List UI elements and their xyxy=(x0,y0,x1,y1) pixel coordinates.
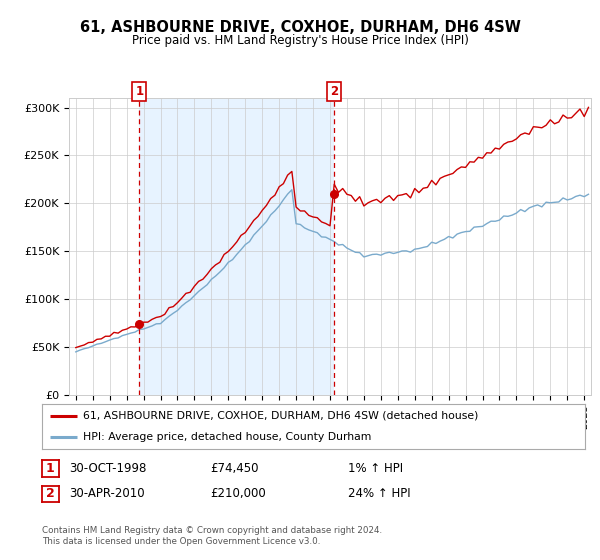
Text: 1% ↑ HPI: 1% ↑ HPI xyxy=(348,462,403,475)
Text: 24% ↑ HPI: 24% ↑ HPI xyxy=(348,487,410,501)
Text: 61, ASHBOURNE DRIVE, COXHOE, DURHAM, DH6 4SW (detached house): 61, ASHBOURNE DRIVE, COXHOE, DURHAM, DH6… xyxy=(83,411,478,421)
Text: 1: 1 xyxy=(46,462,55,475)
Text: 2: 2 xyxy=(330,85,338,98)
Text: £74,450: £74,450 xyxy=(210,462,259,475)
Text: 1: 1 xyxy=(135,85,143,98)
Text: £210,000: £210,000 xyxy=(210,487,266,501)
Text: 30-APR-2010: 30-APR-2010 xyxy=(69,487,145,501)
Text: 30-OCT-1998: 30-OCT-1998 xyxy=(69,462,146,475)
Text: HPI: Average price, detached house, County Durham: HPI: Average price, detached house, Coun… xyxy=(83,432,371,442)
Text: 61, ASHBOURNE DRIVE, COXHOE, DURHAM, DH6 4SW: 61, ASHBOURNE DRIVE, COXHOE, DURHAM, DH6… xyxy=(80,20,520,35)
Text: Contains HM Land Registry data © Crown copyright and database right 2024.
This d: Contains HM Land Registry data © Crown c… xyxy=(42,526,382,546)
Text: Price paid vs. HM Land Registry's House Price Index (HPI): Price paid vs. HM Land Registry's House … xyxy=(131,34,469,46)
Text: 2: 2 xyxy=(46,487,55,501)
Bar xyxy=(139,98,334,395)
